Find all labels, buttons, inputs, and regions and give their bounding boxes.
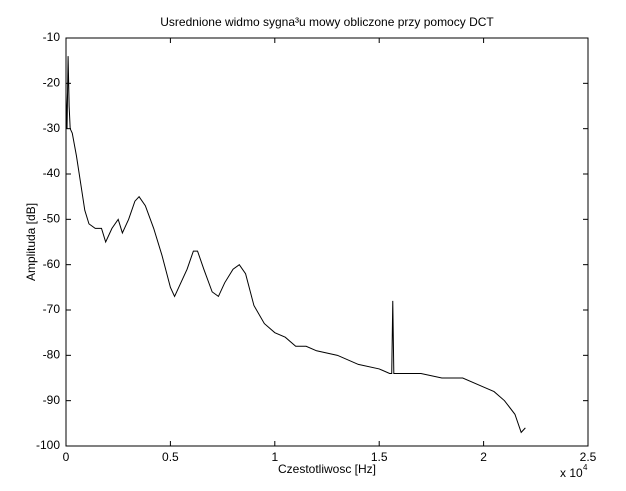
y-tick-label: -10: [43, 30, 61, 44]
plot-frame: [65, 37, 589, 447]
y-tick-label: -30: [43, 121, 61, 135]
x-tick-label: 0: [63, 450, 70, 464]
y-tick-label: -80: [43, 348, 61, 362]
y-tick-label: -60: [43, 257, 61, 271]
x-tick-label: 2: [480, 450, 487, 464]
x-tick-label: 1: [271, 450, 278, 464]
x-tick-label: 2.5: [580, 450, 597, 464]
y-tick-label: -50: [43, 212, 61, 226]
x-axis-label: Czestotliwosc [Hz]: [278, 462, 376, 476]
x-tick-label: 0.5: [162, 450, 179, 464]
y-axis-label: Amplituda [dB]: [24, 203, 38, 281]
x-tick-label: 1.5: [371, 450, 388, 464]
y-tick-label: -70: [43, 302, 61, 316]
data-line: [65, 56, 526, 434]
y-tick-label: -20: [43, 76, 61, 90]
y-tick-label: -100: [36, 438, 60, 452]
chart-title: Usrednione widmo sygna³u mowy obliczone …: [160, 15, 494, 29]
y-tick-label: -90: [43, 393, 61, 407]
x-multiplier-exponent: 4: [583, 463, 588, 472]
x-multiplier: x 10: [560, 466, 583, 480]
y-tick-label: -40: [43, 166, 61, 180]
